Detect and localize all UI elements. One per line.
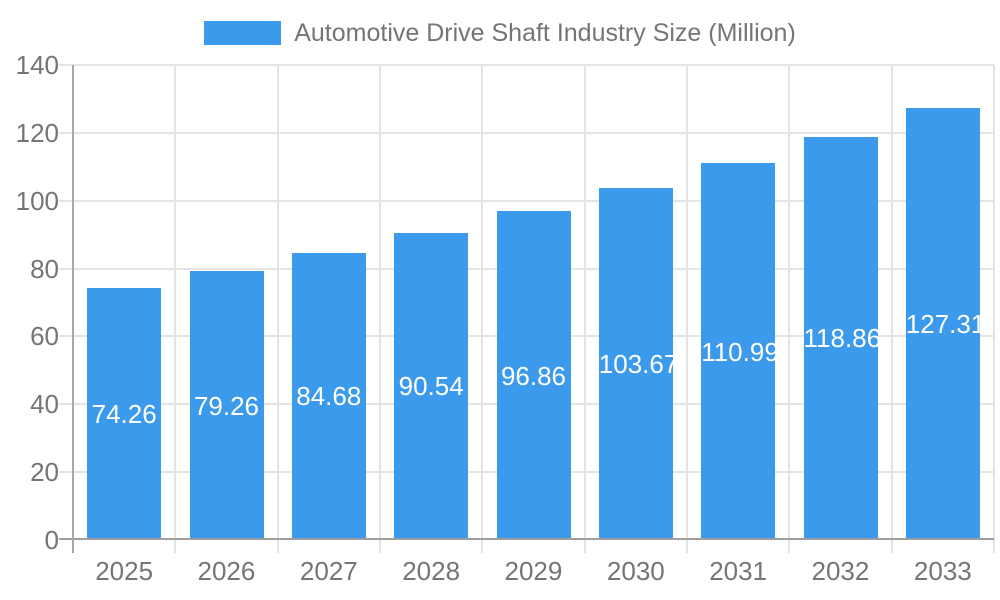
bar-value-label: 84.68 xyxy=(296,381,362,412)
x-tick-label: 2033 xyxy=(913,556,972,586)
legend-swatch-icon xyxy=(204,21,282,45)
bar: 127.31 xyxy=(905,108,986,540)
y-tick-label: 0 xyxy=(44,525,59,555)
x-tick-label: 2030 xyxy=(606,556,665,586)
bar: 103.67 xyxy=(598,188,679,540)
chart-legend: Automotive Drive Shaft Industry Size (Mi… xyxy=(0,18,1000,48)
x-tick-label: 2029 xyxy=(504,556,563,586)
y-tick-label: 140 xyxy=(15,50,59,80)
bar: 74.26 xyxy=(87,288,162,540)
gridline-vertical xyxy=(686,65,688,553)
y-tick-label: 60 xyxy=(30,321,59,351)
y-tick-label: 100 xyxy=(15,186,59,216)
bar: 110.99 xyxy=(701,163,779,540)
bar-value-label: 79.26 xyxy=(193,390,260,421)
bar: 90.54 xyxy=(394,232,469,540)
x-axis-line xyxy=(59,538,994,540)
y-tick-label: 80 xyxy=(30,254,59,284)
x-tick-label: 2032 xyxy=(811,556,870,586)
bar: 79.26 xyxy=(189,271,264,540)
gridline-horizontal xyxy=(59,200,994,202)
gridline-vertical xyxy=(174,65,176,553)
bar-value-label: 90.54 xyxy=(398,371,464,402)
gridline-horizontal xyxy=(59,64,994,66)
bar-value-label: 110.99 xyxy=(701,336,779,367)
y-tick-label: 40 xyxy=(30,389,59,419)
gridline-vertical xyxy=(584,65,586,553)
plot-area: 0 20 40 60 80 100 120 140 74.26 2025 79.26 2026 84.6… xyxy=(16,51,995,586)
gridline-vertical xyxy=(993,65,995,553)
gridline-vertical xyxy=(379,65,381,553)
y-tick-label: 20 xyxy=(30,457,59,487)
bar: 96.86 xyxy=(496,211,571,540)
legend-label: Automotive Drive Shaft Industry Size (Mi… xyxy=(294,18,796,47)
bar-value-label: 103.67 xyxy=(598,349,679,380)
bar-value-label: 127.31 xyxy=(905,309,986,340)
x-tick-label: 2026 xyxy=(197,556,256,586)
x-tick-label: 2025 xyxy=(95,556,154,586)
gridline-vertical xyxy=(481,65,483,553)
x-tick-label: 2027 xyxy=(299,556,358,586)
bar-value-label: 74.26 xyxy=(91,399,157,429)
y-axis-line xyxy=(72,65,74,553)
x-tick-label: 2028 xyxy=(402,556,461,586)
y-tick-label: 120 xyxy=(15,118,59,148)
bar: 84.68 xyxy=(291,252,366,540)
gridline-vertical xyxy=(891,65,893,553)
gridline-vertical xyxy=(788,65,790,553)
gridline-vertical xyxy=(277,65,279,553)
x-tick-label: 2031 xyxy=(709,556,768,586)
gridline-horizontal xyxy=(59,132,994,134)
bar-value-label: 118.86 xyxy=(803,323,882,354)
bar-value-label: 96.86 xyxy=(500,360,567,391)
bar: 118.86 xyxy=(803,136,882,540)
